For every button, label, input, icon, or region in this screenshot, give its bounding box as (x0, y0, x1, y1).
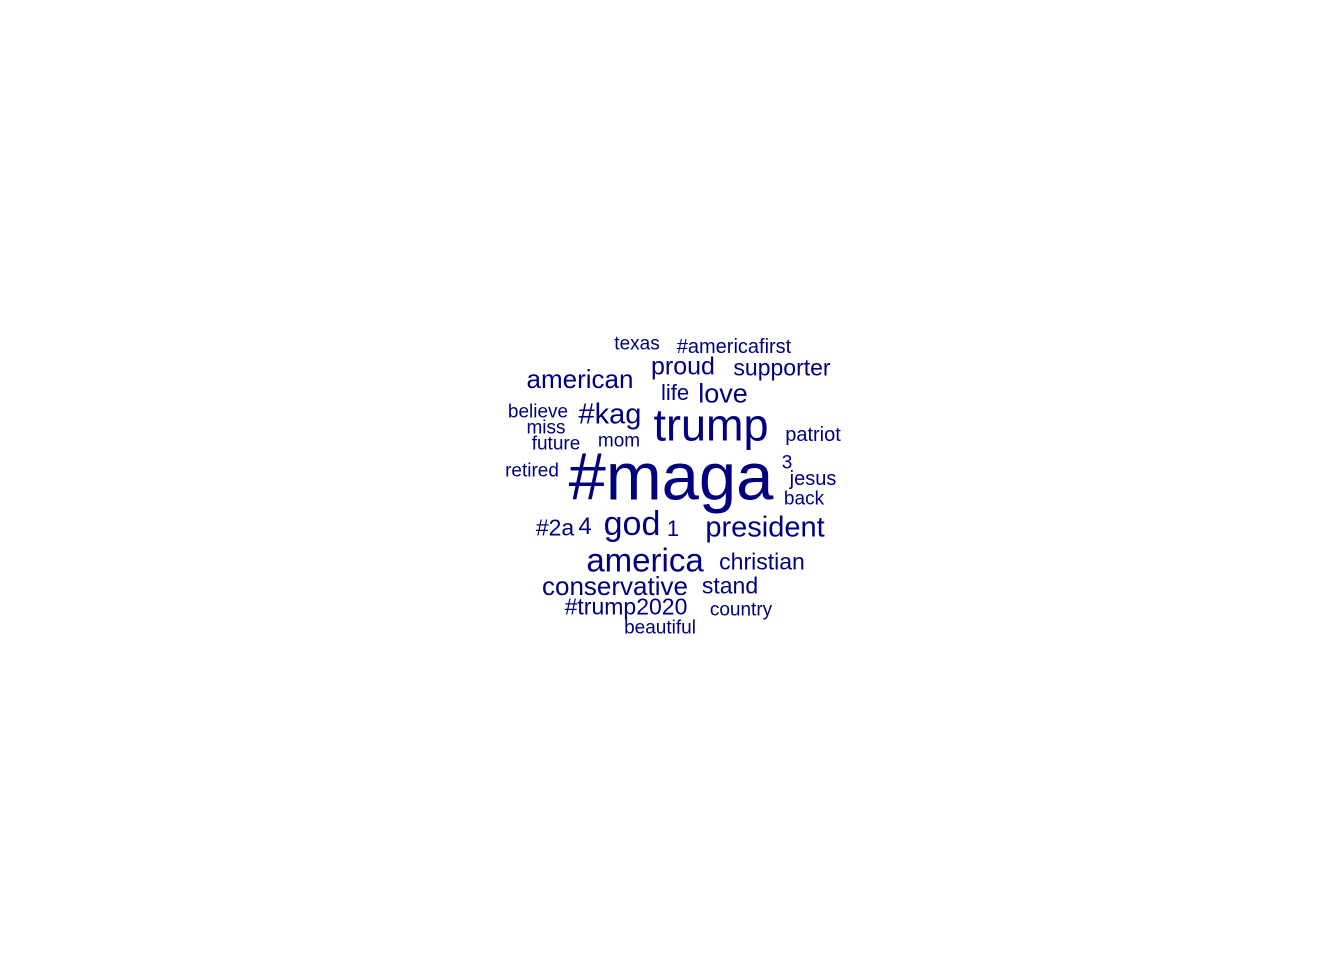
word-1: 1 (666, 516, 680, 541)
word-christian: christian (719, 548, 805, 575)
word-miss: miss (526, 417, 566, 439)
word-stand: stand (701, 572, 759, 599)
word-conservative: conservative (542, 571, 688, 601)
word-mom: mom (597, 430, 641, 452)
word-patriot: patriot (785, 424, 841, 446)
word-beautiful: beautiful (624, 617, 696, 639)
word-texas: texas (614, 333, 660, 355)
word-trump2020: #trump2020 (564, 593, 688, 620)
word-kag: #kag (578, 398, 642, 431)
word-jesus: jesus (789, 468, 837, 490)
word-retired: retired (505, 460, 559, 482)
word-2a: #2a (535, 514, 575, 541)
word-country: country (709, 599, 773, 621)
word-supporter: supporter (733, 354, 831, 381)
word-life: life (660, 380, 690, 405)
word-3: 3 (781, 452, 793, 474)
word-proud: proud (651, 352, 715, 381)
word-future: future (531, 433, 581, 455)
word-president: president (705, 511, 825, 544)
word-american: american (526, 364, 634, 394)
word-4: 4 (578, 513, 592, 540)
word-love: love (698, 378, 748, 409)
word-back: back (783, 488, 825, 510)
word-americafirst: #americafirst (676, 336, 792, 358)
word-maga: #maga (568, 439, 774, 515)
word-believe: believe (507, 401, 569, 423)
word-trump: trump (653, 399, 769, 451)
word-god: god (603, 505, 661, 543)
word-america: america (586, 541, 704, 579)
